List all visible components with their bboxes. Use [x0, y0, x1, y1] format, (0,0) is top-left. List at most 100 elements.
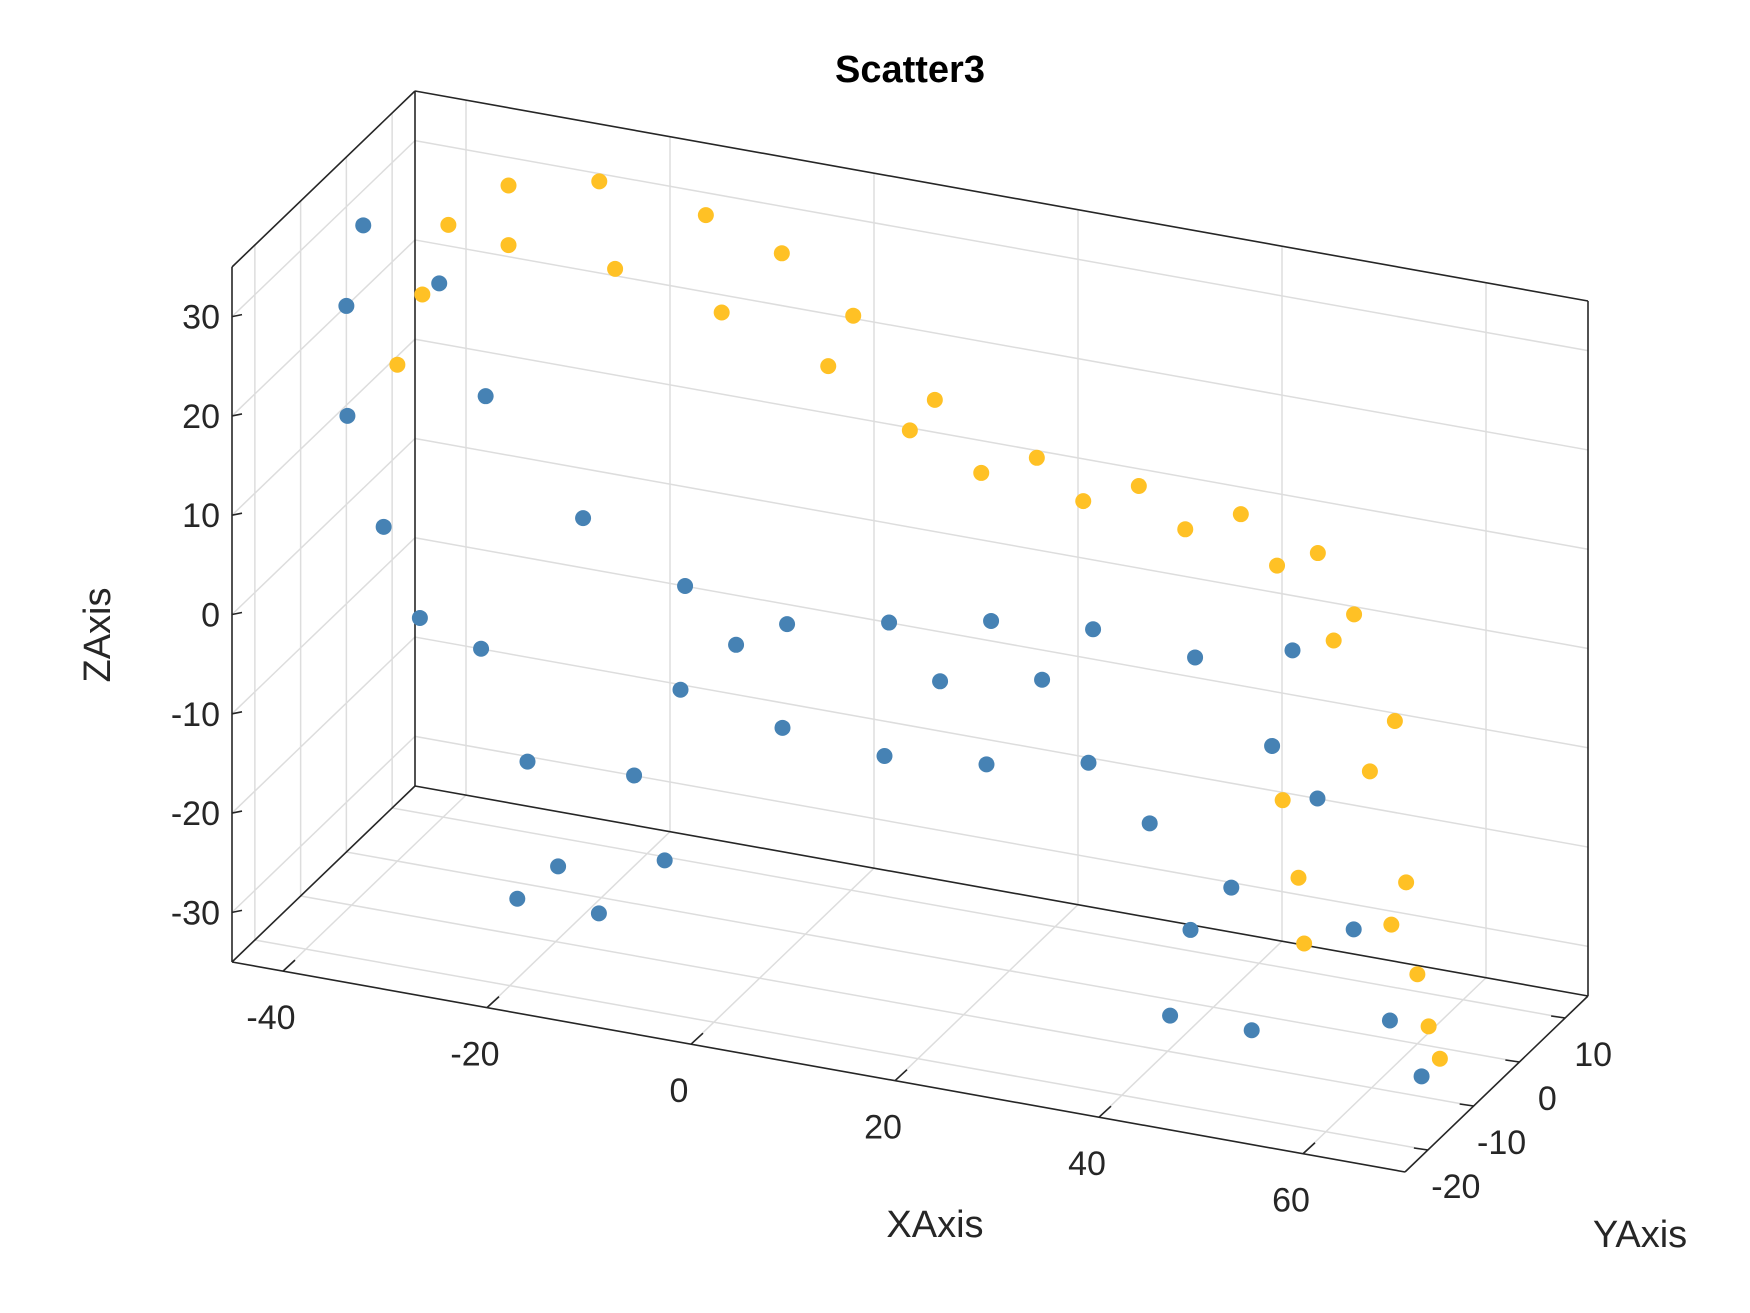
- chart-title: Scatter3: [835, 49, 985, 91]
- z-tick-label: 0: [201, 597, 220, 635]
- grid-line: [231, 537, 416, 715]
- box-edge: [414, 785, 1589, 997]
- scatter-point: [1177, 521, 1194, 538]
- z-axis-label: ZAxis: [77, 588, 119, 683]
- grid-line: [300, 895, 1474, 1107]
- scatter-point: [1381, 1012, 1398, 1029]
- scatter-point: [1361, 763, 1378, 780]
- grid-line: [346, 851, 1520, 1063]
- scatter-point: [697, 207, 714, 224]
- scatter-point: [473, 640, 490, 657]
- scatter-point: [932, 673, 949, 690]
- axes-box: [231, 90, 1589, 997]
- grid-line: [282, 794, 467, 972]
- z-tick-label: -30: [171, 894, 220, 932]
- scatter-point: [1386, 712, 1403, 729]
- scatter-point: [500, 237, 517, 254]
- scatter-point: [338, 297, 355, 314]
- scatter-point: [901, 422, 918, 439]
- scatter-point: [1431, 1050, 1448, 1067]
- z-tick: [231, 711, 243, 715]
- scatter-point: [431, 275, 448, 292]
- scatter-point: [1182, 921, 1199, 938]
- x-tick-label: -20: [450, 1036, 499, 1074]
- axes-front-edges: [231, 267, 1589, 1173]
- x-tick: [1302, 1142, 1316, 1155]
- y-axis-line: [1404, 995, 1589, 1173]
- scatter-point: [1296, 935, 1313, 952]
- y-tick: [1459, 1103, 1474, 1107]
- scatter-point: [389, 356, 406, 373]
- scatter-point: [607, 260, 624, 277]
- grid-line: [414, 139, 1589, 352]
- x-tick: [1098, 1105, 1112, 1118]
- y-tick-label: -20: [1431, 1168, 1480, 1206]
- x-axis-line: [231, 961, 1406, 1173]
- grid-line: [414, 537, 1589, 749]
- box-edge: [414, 90, 1589, 302]
- x-tick-label: 40: [1068, 1145, 1106, 1183]
- z-tick-label: 10: [182, 497, 220, 535]
- scatter-point: [1345, 921, 1362, 938]
- grid-line: [414, 636, 1589, 848]
- scatter-point: [1413, 1068, 1430, 1085]
- z-tick: [231, 909, 243, 914]
- grid-line: [690, 867, 875, 1045]
- scatter-point: [1383, 916, 1400, 933]
- scatter-point: [656, 852, 673, 869]
- scatter-point: [1232, 506, 1249, 523]
- scatter-point: [1034, 671, 1051, 688]
- axis-ticks: -30 -20 -10 0 10 20 30 -40 -20 0 20 40 60 -20 -10 0 10: [171, 299, 1612, 1220]
- scatter-point: [713, 304, 730, 321]
- scatter-point: [820, 358, 837, 375]
- grid-line: [231, 437, 416, 616]
- z-tick: [231, 512, 243, 516]
- scatter-point: [973, 464, 990, 481]
- scatter-point: [1398, 874, 1415, 891]
- grid-line: [894, 904, 1079, 1082]
- scatter-point: [414, 286, 431, 303]
- y-tick: [1505, 1059, 1520, 1063]
- grid-line: [1098, 940, 1283, 1118]
- scatter-point: [411, 609, 428, 626]
- y-tick: [1413, 1147, 1428, 1151]
- scatter-point: [773, 245, 790, 262]
- scatter-point: [1309, 545, 1326, 562]
- scatter-point: [1420, 1018, 1437, 1035]
- x-axis-label: XAxis: [886, 1204, 983, 1246]
- z-tick-label: -10: [171, 696, 220, 734]
- grid-line: [414, 239, 1589, 451]
- x-tick-label: 60: [1272, 1182, 1310, 1220]
- scatter-point: [1075, 493, 1092, 510]
- scatter-point: [1309, 790, 1326, 807]
- grid-line: [486, 831, 671, 1009]
- scatter-point: [1130, 477, 1147, 494]
- scatter-point: [983, 612, 1000, 629]
- x-tick-label: 20: [864, 1109, 902, 1147]
- scatter-point: [1409, 966, 1426, 983]
- scatter-point: [926, 391, 943, 408]
- scatter-point: [477, 388, 494, 405]
- scatter-point: [1346, 606, 1363, 623]
- scatter-point: [1141, 815, 1158, 832]
- grid-line: [231, 735, 416, 913]
- grid-line: [254, 939, 1429, 1151]
- scatter-point: [1085, 621, 1102, 638]
- z-tick: [231, 313, 243, 318]
- grid-line: [414, 338, 1589, 550]
- scatter-point: [774, 719, 791, 736]
- grid-line: [231, 338, 416, 516]
- scatter-point: [1223, 879, 1240, 896]
- x-tick: [282, 959, 296, 972]
- scatter-point: [1243, 1022, 1260, 1039]
- y-tick-label: 0: [1538, 1080, 1557, 1118]
- x-tick: [894, 1069, 908, 1082]
- scatter-point: [1269, 557, 1286, 574]
- x-tick: [690, 1032, 704, 1045]
- z-tick: [231, 810, 243, 814]
- x-tick-label: 0: [670, 1072, 689, 1110]
- z-tick: [231, 413, 243, 417]
- scatter-point: [1187, 649, 1204, 666]
